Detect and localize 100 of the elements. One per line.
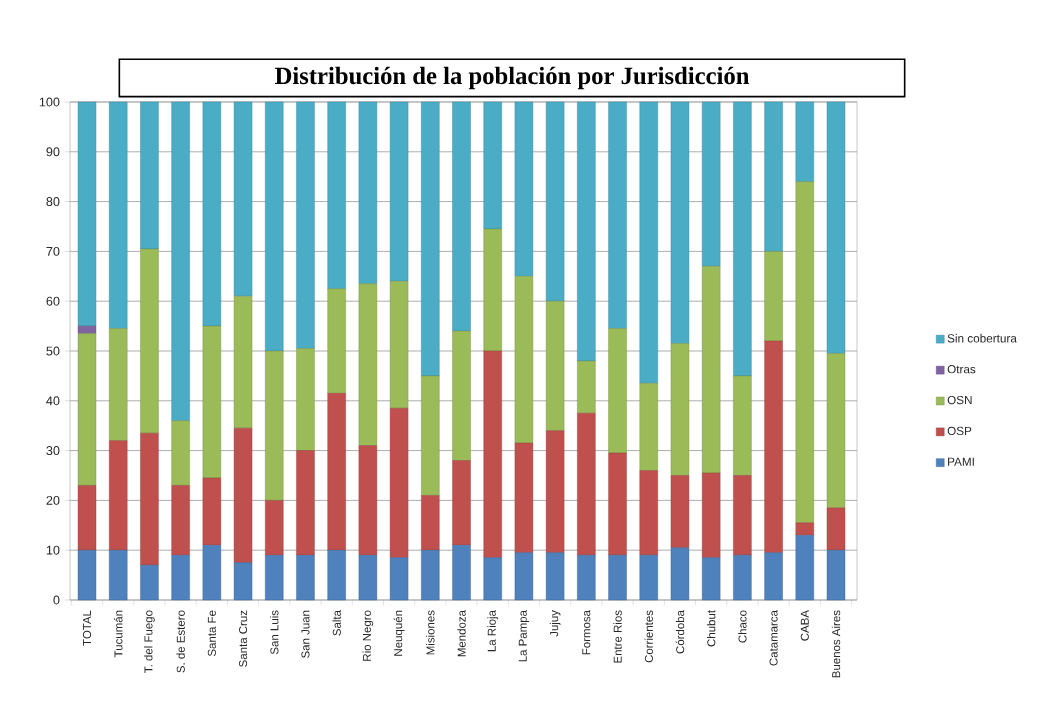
bar [639, 554, 658, 601]
bar [577, 360, 596, 414]
bar [514, 101, 534, 277]
bar [202, 101, 222, 327]
bar [483, 557, 502, 601]
bar [701, 101, 721, 267]
bar [171, 420, 190, 486]
bar [296, 348, 315, 451]
legend-label: PAMI [948, 457, 974, 466]
bar [421, 101, 440, 377]
bar [140, 101, 159, 250]
bar [171, 101, 190, 421]
bar [265, 350, 284, 501]
bar [233, 562, 253, 601]
x-tick-label: Chaco [738, 610, 747, 643]
y-tick-label: 40 [46, 396, 60, 406]
bar [358, 445, 378, 556]
x-tick-label: Entre Rios [613, 610, 622, 663]
y-tick-label: 100 [39, 97, 60, 107]
y-tick-label: 90 [46, 147, 60, 157]
x-tick-label: Salta [332, 610, 341, 636]
bar [327, 101, 346, 289]
bar [389, 281, 409, 409]
x-tick-label: Santa Fe [207, 610, 216, 657]
x-tick-label: Córdoba [675, 610, 685, 654]
bar [109, 549, 128, 601]
bar [701, 266, 721, 474]
bar [389, 557, 409, 601]
bar [608, 554, 627, 601]
bar [109, 440, 128, 551]
x-tick-label: Tucumán [113, 610, 123, 658]
x-tick-label: Rio Negro [362, 610, 374, 661]
bar [296, 450, 315, 556]
bar [77, 333, 97, 486]
y-tick-label: 80 [46, 197, 60, 207]
y-tick-label: 20 [46, 495, 60, 505]
bar [140, 248, 159, 434]
x-tick-label: San Juan [301, 610, 310, 658]
bar [514, 552, 534, 601]
bar [764, 340, 783, 553]
bar [701, 472, 721, 558]
x-tick-label: T. del Fuego [144, 610, 155, 673]
bar [608, 101, 627, 329]
x-tick-label: CABA [800, 610, 809, 641]
x-tick-label: Corrientes [644, 610, 653, 663]
bar [764, 552, 783, 601]
bar [452, 460, 471, 546]
bar [233, 296, 253, 429]
bar [296, 101, 315, 349]
chart-title: Distribución de la población por Jurisdicción [275, 66, 750, 90]
bar [452, 330, 471, 461]
x-tick-label: S. de Estero [176, 610, 185, 673]
bar [233, 427, 253, 563]
bar [577, 554, 596, 601]
x-tick-label: TOTAL [82, 610, 92, 646]
y-tick-label: 50 [46, 346, 60, 356]
x-tick-label: Santa Cruz [238, 610, 248, 667]
bar [389, 101, 409, 282]
bar [701, 557, 721, 601]
bar [795, 522, 814, 536]
bar [795, 535, 814, 601]
bar [202, 325, 222, 479]
x-tick-label: Buenos Aires [831, 610, 841, 678]
bar [826, 101, 846, 354]
y-tick-label: 70 [46, 246, 60, 256]
y-tick-label: 30 [46, 446, 60, 456]
bar [171, 554, 190, 601]
bar [639, 383, 658, 471]
y-tick-label: 60 [46, 296, 60, 306]
bar [826, 549, 846, 601]
x-tick-label: Chubut [706, 610, 716, 647]
bar [514, 276, 534, 444]
bar [421, 375, 440, 496]
bar [670, 475, 690, 548]
x-tick-label: San Luis [270, 610, 279, 655]
bar [327, 549, 346, 601]
bar [545, 430, 565, 553]
x-tick-label: La Pampa [518, 610, 530, 662]
bar [764, 251, 783, 342]
y-tick-label: 0 [53, 595, 60, 605]
bar [452, 101, 471, 332]
bar [296, 554, 315, 601]
bar [764, 101, 783, 252]
bar [670, 101, 690, 344]
bar [77, 485, 97, 551]
bar [577, 413, 596, 556]
bar [77, 325, 97, 334]
bar [545, 300, 565, 431]
x-tick-label: Neuquén [393, 610, 405, 656]
bar [421, 549, 440, 601]
bar [608, 328, 627, 454]
bar [389, 408, 409, 558]
x-tick-label: Formosa [582, 610, 591, 655]
bar [545, 552, 565, 601]
bar [358, 554, 378, 601]
bar [77, 101, 97, 327]
bar [265, 101, 284, 352]
bar [421, 495, 440, 551]
bar [545, 101, 565, 302]
x-tick-label: Mendoza [457, 610, 466, 657]
